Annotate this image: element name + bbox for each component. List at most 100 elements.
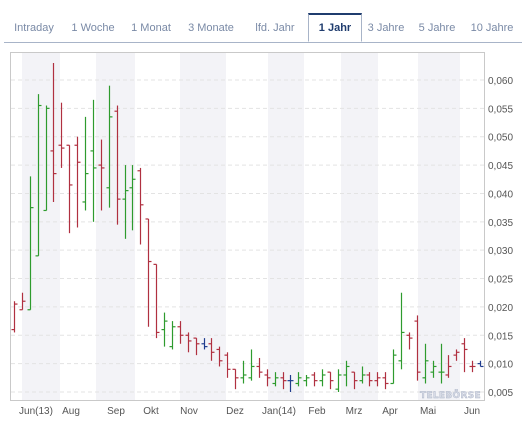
x-tick-label: Nov [180, 406, 198, 417]
ohlc-bar [216, 346, 223, 367]
ohlc-bar [11, 301, 18, 333]
tab-intraday[interactable]: Intraday [14, 22, 54, 34]
ohlc-bar [153, 263, 160, 339]
ohlc-bar [122, 165, 129, 239]
x-tick-label: Apr [382, 406, 398, 417]
ohlc-bar [406, 332, 413, 350]
ohlc-bar [66, 144, 73, 234]
ohlc-bar [295, 372, 302, 387]
tab-1-jahr[interactable]: 1 Jahr [308, 13, 362, 42]
teleboerse-watermark: TELEBÖRSE [420, 390, 481, 401]
ohlc-bar [359, 366, 366, 384]
y-tick-label: 0,040 [488, 189, 513, 200]
x-tick-label: Okt [143, 406, 159, 417]
x-tick-label: Jun [464, 406, 480, 417]
ohlc-bar [382, 372, 389, 390]
ohlc-bar [201, 338, 208, 350]
tab-1-woche[interactable]: 1 Woche [71, 22, 115, 34]
ohlc-bar [469, 360, 476, 373]
month-band [268, 53, 304, 400]
ohlc-bar [311, 372, 318, 387]
ohlc-bar [453, 349, 460, 361]
month-bands [22, 53, 460, 400]
ohlc-bar [114, 105, 121, 225]
ohlc-bar [129, 165, 136, 231]
price-bars [11, 62, 484, 392]
y-tick-label: 0,010 [488, 360, 513, 371]
ohlc-bar [27, 176, 34, 311]
month-band [96, 53, 135, 400]
ohlc-bar [280, 372, 287, 390]
gridlines [11, 79, 484, 393]
ohlc-bar [161, 312, 168, 347]
ohlc-bar [58, 102, 65, 168]
ohlc-bar [145, 218, 152, 327]
ohlc-bar [414, 315, 421, 381]
period-tabs: Intraday 1 Woche 1 Monat 3 Monate lfd. Jahr 1… [4, 13, 522, 43]
ohlc-bar [90, 99, 97, 222]
ohlc-bar [74, 136, 81, 228]
y-tick-label: 0,015 [488, 331, 513, 342]
ohlc-bar [430, 360, 437, 378]
y-axis-labels: 0,005 0,010 0,015 0,020 0,025 0,030 0,035 0,040… [488, 76, 513, 399]
ohlc-bar [35, 94, 42, 257]
ohlc-bar [390, 349, 397, 385]
y-tick-label: 0,020 [488, 303, 513, 314]
ohlc-bar [335, 369, 342, 392]
ohlc-bar [398, 292, 405, 370]
month-band [418, 53, 460, 400]
ohlc-bar [256, 357, 263, 378]
ohlc-bar [477, 360, 484, 368]
y-tick-label: 0,025 [488, 275, 513, 286]
ohlc-bar [19, 292, 26, 311]
ohlc-bar [169, 321, 176, 350]
ohlc-bar [193, 337, 200, 356]
ohlc-bar [319, 369, 326, 387]
y-tick-label: 0,050 [488, 133, 513, 144]
ohlc-bar [287, 374, 294, 392]
y-tick-label: 0,035 [488, 218, 513, 229]
x-tick-label: Sep [107, 406, 125, 417]
tab-10-jahre[interactable]: 10 Jahre [470, 22, 514, 34]
tab-5-jahre[interactable]: 5 Jahre [418, 22, 456, 34]
ohlc-bar [422, 343, 429, 384]
tab-3-monate[interactable]: 3 Monate [188, 22, 234, 34]
ohlc-bar [272, 372, 279, 387]
ohlc-bar [137, 167, 144, 245]
x-axis-labels: Jun(13) Aug Sep Okt Nov Dez Jan(14) Feb Mrz Apr Ma… [19, 406, 480, 417]
ohlc-bar [248, 349, 255, 381]
ohlc-bar [232, 368, 239, 390]
ohlc-bar [366, 372, 373, 387]
tab-3-jahre[interactable]: 3 Jahre [367, 22, 405, 34]
ohlc-bar [264, 369, 271, 387]
ohlc-bar [98, 139, 105, 211]
x-tick-label: Dez [226, 406, 244, 417]
ohlc-bar [82, 116, 89, 211]
tab-lfd-jahr[interactable]: lfd. Jahr [255, 22, 295, 34]
y-tick-label: 0,055 [488, 104, 513, 115]
y-tick-label: 0,005 [488, 388, 513, 399]
ohlc-bar [177, 321, 184, 344]
ohlc-bar [303, 374, 310, 387]
ohlc-bar [461, 338, 468, 373]
ohlc-bar [50, 62, 57, 202]
ohlc-bar [224, 352, 231, 378]
ohlc-bar [185, 332, 192, 353]
tab-1-monat[interactable]: 1 Monat [131, 22, 171, 34]
month-band [180, 53, 226, 400]
x-tick-label: Feb [308, 406, 326, 417]
x-tick-label: Jan(14) [262, 406, 296, 417]
ohlc-bar [351, 371, 358, 390]
ohlc-bar [106, 85, 113, 208]
ohlc-bar [240, 360, 247, 384]
y-tick-label: 0,030 [488, 246, 513, 257]
ohlc-bar [438, 343, 445, 384]
plot-frame [10, 52, 485, 401]
x-tick-label: Mrz [346, 406, 363, 417]
month-band [341, 53, 378, 400]
y-tick-label: 0,060 [488, 76, 513, 87]
ohlc-bar [43, 105, 50, 212]
x-tick-label: Aug [62, 406, 80, 417]
ohlc-bar [445, 355, 452, 378]
